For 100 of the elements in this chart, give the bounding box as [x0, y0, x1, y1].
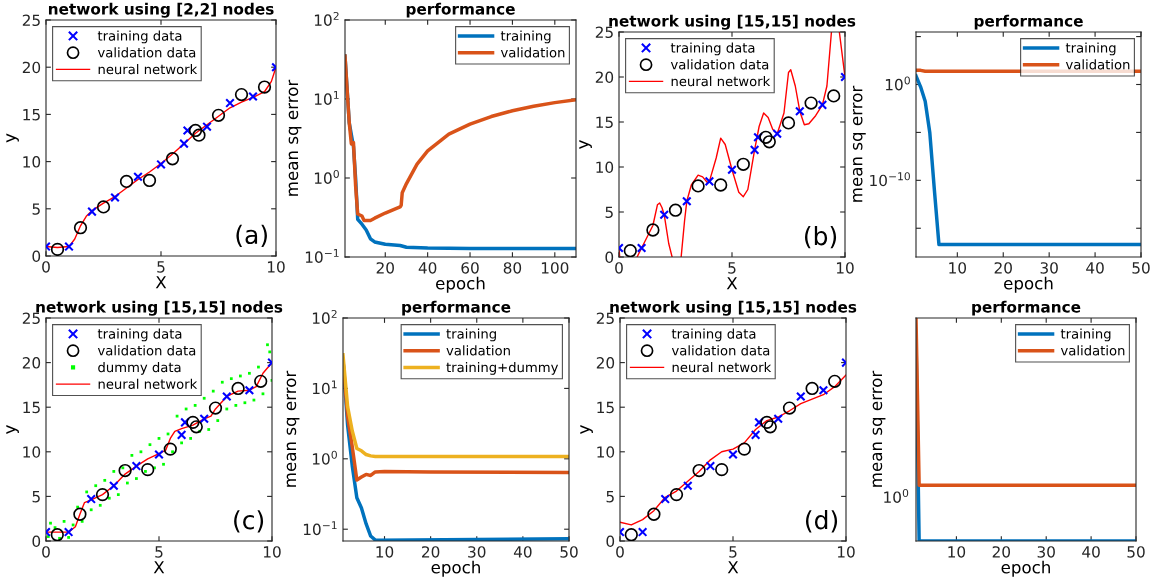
x-axis-title: X	[726, 277, 738, 290]
y-axis-title: mean sq error	[288, 79, 302, 196]
y-tick-label: 20	[22, 61, 41, 74]
y-tick-label: 20	[596, 357, 615, 369]
x-tick-label: 5	[155, 546, 163, 558]
y-tick-label: 10$^{2}$	[314, 11, 339, 26]
x-tick-label: 5	[729, 546, 737, 558]
x-tick-label: 40	[1086, 262, 1104, 274]
legend-label: training+dummy	[446, 362, 559, 375]
y-tick-label: 10	[597, 446, 615, 458]
x-tick-label: 10	[837, 546, 855, 558]
annotation: (b)	[804, 226, 837, 249]
x-tick-label: 30	[468, 546, 486, 558]
chart-title: performance	[972, 300, 1081, 316]
chart-title: performance	[974, 14, 1083, 30]
x-axis-title: epoch	[431, 560, 480, 577]
annotation: (a)	[236, 224, 267, 248]
legend-label: validation data	[97, 345, 196, 356]
legend-label: training	[1065, 42, 1116, 56]
legend-label: validation	[1060, 345, 1125, 356]
x-tick-label: 10	[836, 262, 854, 274]
x-tick-label: 40	[418, 262, 437, 274]
x-tick-label: 5	[157, 261, 165, 273]
legend-label: validation	[446, 345, 510, 356]
x-tick-label: 20	[992, 546, 1011, 558]
legend-label: training	[500, 30, 551, 44]
x-tick-label: 20	[376, 262, 394, 274]
y-tick-label: 10$^{−1}$	[303, 521, 337, 536]
y-axis-title: y	[579, 140, 592, 149]
x-axis-title: epoch	[1004, 276, 1053, 293]
legend-label: training data	[671, 328, 756, 342]
y-tick-label: 10$^{1}$	[312, 380, 337, 395]
y-tick-label: 10$^{1}$	[314, 91, 339, 105]
x-tick-label: 100	[541, 262, 569, 274]
legend-label: validation data	[670, 59, 769, 70]
x-tick-label: 0	[42, 546, 50, 558]
legend-label: neural network	[671, 76, 771, 87]
x-axis-title: epoch	[436, 276, 485, 293]
x-tick-label: 20	[422, 546, 440, 558]
y-axis-title: mean sq error	[852, 85, 866, 202]
x-tick-label: 10	[376, 546, 394, 558]
y-tick-label: 15	[596, 116, 613, 129]
x-tick-label: 30	[1040, 262, 1058, 274]
legend-label: training	[1060, 328, 1111, 342]
annotation: (d)	[805, 510, 838, 533]
y-tick-label: 20	[22, 357, 41, 369]
legend-label: dummy data	[98, 362, 181, 375]
y-tick-label: 10$^{0}$	[312, 450, 337, 465]
x-axis-title: epoch	[1001, 560, 1050, 577]
chart-title: performance	[406, 2, 515, 18]
x-tick-label: 60	[461, 262, 479, 274]
y-axis-title: mean sq error	[872, 370, 886, 487]
legend-label: neural network	[672, 362, 772, 373]
x-tick-label: 40	[1082, 546, 1100, 558]
y-tick-label: 10$^{2}$	[312, 309, 337, 324]
y-tick-label: 15	[23, 401, 40, 414]
y-tick-label: 10	[23, 446, 41, 458]
annotation: (c)	[234, 510, 264, 533]
x-axis-title: X	[153, 561, 165, 574]
y-tick-label: 10$^{−10}$	[870, 172, 910, 187]
legend-label: training data	[97, 30, 182, 44]
y-tick-label: 25	[22, 14, 40, 27]
chart-title: performance	[402, 300, 511, 316]
x-axis-title: X	[155, 276, 167, 289]
x-tick-label: 10	[263, 546, 281, 558]
legend-label: training data	[670, 42, 755, 56]
y-tick-label: 0	[32, 250, 41, 263]
x-tick-label: 10	[948, 546, 966, 558]
legend-label: validation	[1065, 59, 1130, 70]
x-tick-label: 0	[616, 546, 624, 558]
x-tick-label: 80	[503, 262, 522, 274]
x-tick-label: 5	[728, 262, 736, 274]
y-tick-label: 15	[23, 109, 40, 121]
x-tick-label: 0	[615, 262, 623, 274]
y-tick-label: 0	[32, 535, 41, 548]
y-tick-label: 15	[597, 401, 614, 414]
legend-label: validation data	[97, 47, 196, 58]
x-tick-label: 40	[513, 546, 532, 558]
y-tick-label: 10$^{0}$	[314, 169, 339, 184]
y-axis-title: y	[6, 133, 19, 143]
y-tick-label: 5	[32, 491, 40, 503]
y-tick-label: 0	[605, 251, 614, 264]
y-tick-label: 10	[596, 161, 614, 174]
x-tick-label: 10	[949, 262, 967, 274]
y-tick-label: 0	[606, 535, 615, 548]
y-axis-title: y	[580, 425, 593, 434]
x-tick-label: 10	[267, 261, 285, 273]
y-axis-title: y	[6, 425, 19, 434]
x-tick-label: 30	[1037, 546, 1055, 558]
x-tick-label: 50	[1132, 262, 1150, 274]
legend-label: training	[446, 328, 496, 342]
legend-label: validation	[500, 47, 565, 58]
x-axis-title: X	[727, 561, 739, 574]
x-tick-label: 50	[1127, 546, 1145, 558]
y-tick-label: 10$^{−1}$	[305, 249, 339, 263]
y-axis-title: mean sq error	[286, 370, 300, 487]
y-tick-label: 10	[23, 156, 41, 168]
y-tick-label: 5	[32, 203, 40, 215]
legend-label: neural network	[98, 378, 198, 389]
y-tick-label: 5	[605, 206, 613, 219]
